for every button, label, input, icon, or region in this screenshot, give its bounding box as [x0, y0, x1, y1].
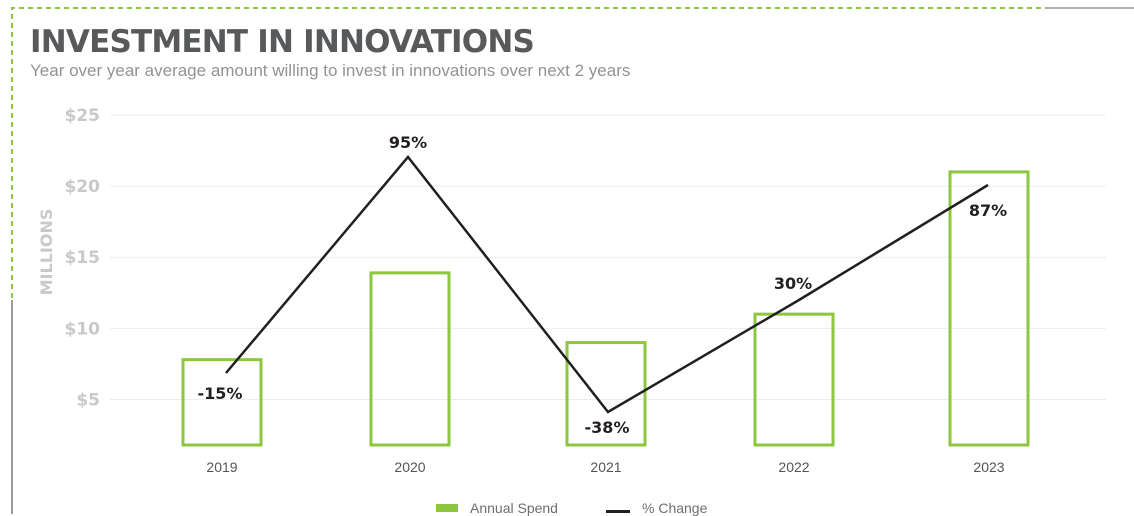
data-label-percent-change: -38% [585, 418, 630, 437]
legend-line-swatch [606, 509, 630, 513]
data-label-percent-change: 87% [969, 201, 1007, 220]
y-tick-label: $5 [76, 390, 100, 410]
legend-item-annual-spend: Annual Spend [436, 500, 558, 516]
legend-bar-swatch [436, 504, 458, 512]
bar-annual-spend [369, 271, 451, 447]
y-tick-label: $25 [65, 106, 101, 126]
data-label-percent-change: -15% [198, 384, 243, 403]
x-tick-label: 2023 [973, 459, 1004, 475]
y-axis-label: MILLIONS [37, 209, 56, 296]
data-label-percent-change: 30% [774, 274, 812, 293]
bar-annual-spend [753, 312, 835, 447]
x-tick-label: 2022 [778, 459, 809, 475]
chart-subtitle: Year over year average amount willing to… [30, 61, 631, 80]
data-label-percent-change: 95% [389, 133, 427, 152]
line-percent-change [225, 155, 989, 414]
legend-label-annual-spend: Annual Spend [470, 500, 558, 516]
legend-label-percent-change: % Change [642, 500, 708, 516]
bar-annual-spend [565, 341, 647, 447]
x-tick-label: 2019 [206, 459, 237, 475]
y-tick-label: $15 [65, 248, 101, 268]
legend-item-percent-change: % Change [606, 500, 707, 516]
bar-annual-spend [948, 170, 1030, 447]
y-tick-label: $10 [65, 319, 101, 339]
bar-annual-spend [181, 358, 263, 447]
x-tick-label: 2020 [394, 459, 425, 475]
y-tick-label: $20 [65, 177, 101, 197]
chart-title: INVESTMENT IN INNOVATIONS [30, 24, 535, 60]
x-tick-label: 2021 [590, 459, 621, 475]
